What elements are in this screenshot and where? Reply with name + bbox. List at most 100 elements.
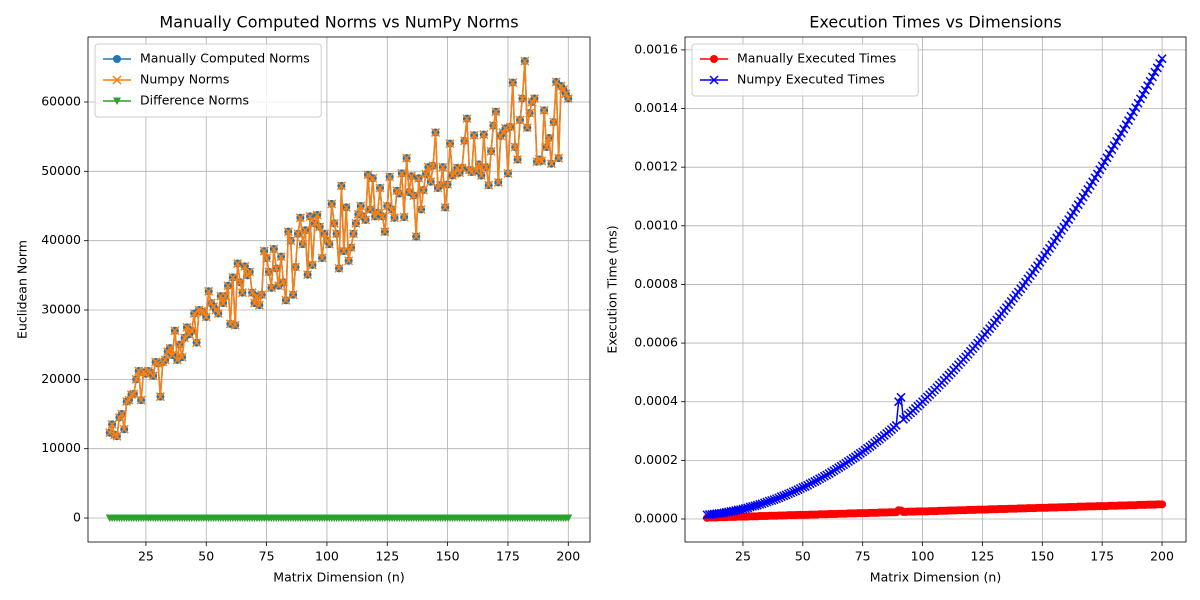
marker (498, 127, 508, 138)
marker (1116, 128, 1126, 138)
marker (1150, 67, 1160, 77)
marker (781, 490, 791, 500)
x-tick-label: 100 (315, 549, 339, 564)
marker (346, 243, 356, 253)
marker (387, 204, 397, 215)
y-tick-label: 0.0000 (634, 510, 678, 525)
marker (462, 114, 472, 124)
marker (295, 213, 305, 223)
marker (515, 115, 525, 125)
marker (776, 492, 786, 502)
marker (344, 256, 354, 266)
marker (503, 168, 513, 178)
marker (223, 281, 233, 291)
marker (117, 409, 127, 419)
x-tick-label: 50 (795, 549, 811, 564)
marker (356, 201, 366, 211)
marker (332, 229, 342, 239)
marker (1147, 72, 1158, 82)
marker (177, 352, 187, 362)
plot-frame (87, 36, 591, 543)
marker (539, 105, 549, 115)
marker (469, 130, 479, 140)
marker (182, 322, 192, 332)
marker (237, 288, 247, 298)
marker (175, 340, 185, 350)
marker (428, 161, 438, 171)
marker (416, 204, 426, 215)
marker (476, 170, 486, 181)
marker (303, 270, 313, 280)
marker (136, 395, 146, 405)
marker (1157, 54, 1167, 64)
marker (286, 236, 296, 246)
legend-marker (113, 97, 121, 105)
marker (1152, 63, 1162, 73)
marker (361, 215, 371, 225)
marker (508, 78, 518, 88)
marker (1143, 81, 1153, 91)
marker (520, 56, 530, 66)
marker (1088, 177, 1098, 187)
marker (798, 482, 808, 492)
marker (561, 89, 571, 99)
marker (805, 479, 815, 489)
marker (459, 136, 470, 146)
marker (1104, 149, 1114, 159)
marker (440, 202, 450, 212)
marker (107, 419, 117, 429)
marker (443, 179, 453, 190)
marker (544, 133, 554, 143)
marker (399, 212, 409, 222)
x-tick-label: 150 (436, 549, 460, 564)
marker (505, 122, 515, 132)
marker (213, 308, 223, 319)
marker (235, 277, 245, 287)
marker (554, 153, 564, 163)
marker (276, 252, 286, 262)
marker (221, 291, 231, 301)
marker (769, 495, 779, 505)
marker (247, 288, 257, 298)
y-tick-label: 50000 (41, 163, 81, 178)
marker (230, 320, 240, 330)
y-tick-label: 0.0010 (634, 217, 678, 232)
marker (513, 155, 523, 165)
marker (262, 253, 272, 263)
marker (795, 483, 805, 494)
marker (327, 199, 337, 209)
marker (546, 159, 556, 169)
y-tick-label: 20000 (41, 371, 81, 386)
marker (334, 263, 344, 273)
marker (363, 170, 373, 180)
x-tick-label: 125 (375, 549, 399, 564)
marker (131, 374, 141, 384)
legend-marker (113, 55, 121, 63)
legend-box (691, 43, 919, 97)
y-tick-label: 0 (73, 510, 81, 525)
marker (269, 244, 279, 254)
marker (218, 298, 228, 308)
x-tick-label: 25 (138, 549, 154, 564)
marker (300, 225, 310, 235)
legend-label: Difference Norms (140, 93, 249, 108)
marker (1140, 85, 1150, 95)
marker (1107, 145, 1117, 155)
x-tick-label: 200 (556, 549, 580, 564)
marker (411, 231, 421, 242)
x-tick-label: 100 (911, 549, 935, 564)
x-tick-label: 200 (1150, 549, 1174, 564)
marker (1121, 120, 1131, 130)
marker (404, 187, 414, 197)
marker (329, 218, 339, 228)
marker (312, 210, 322, 220)
marker (180, 333, 190, 343)
marker (375, 183, 385, 193)
marker (414, 173, 424, 183)
marker (426, 177, 436, 187)
chart-title: Manually Computed Norms vs NumPy Norms (159, 13, 518, 32)
y-tick-label: 10000 (41, 440, 81, 455)
marker (1128, 107, 1138, 117)
legend-marker (112, 75, 122, 85)
marker (774, 493, 784, 503)
